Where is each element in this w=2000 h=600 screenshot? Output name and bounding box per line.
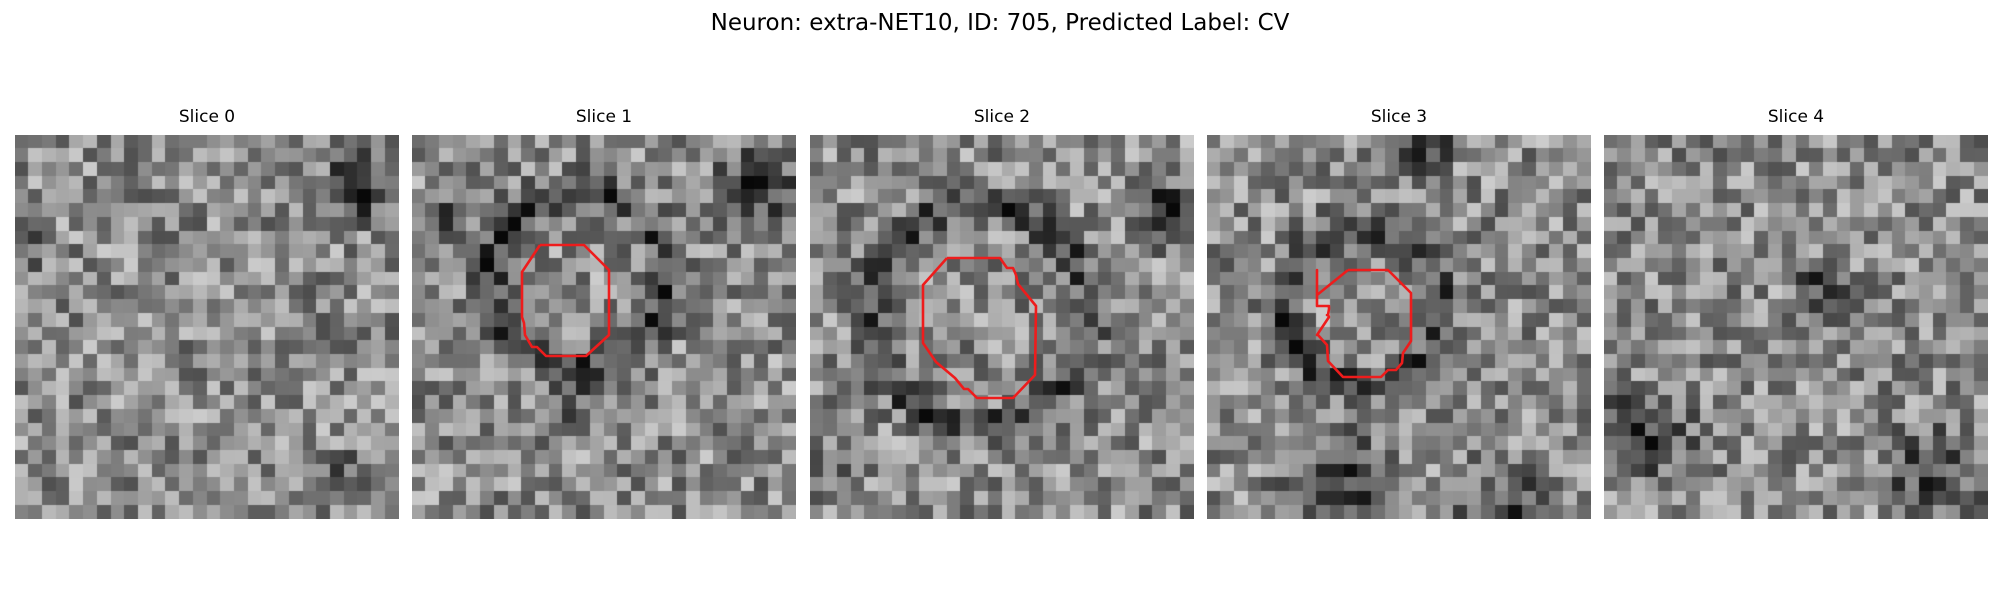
slice-title-2: Slice 2 [973, 107, 1031, 127]
slice-title-0: Slice 0 [178, 107, 236, 127]
slice-image-3 [1207, 135, 1591, 519]
slice-image-1 [412, 135, 796, 519]
contour-overlay-2 [921, 256, 1038, 400]
contour-overlay-3 [1315, 268, 1413, 379]
slice-image-0 [15, 135, 399, 519]
segmentation-contour-1 [520, 243, 611, 358]
contour-overlay-1 [520, 243, 611, 358]
segmentation-contour-3 [1315, 268, 1413, 379]
figure-title: Neuron: extra-NET10, ID: 705, Predicted … [710, 10, 1290, 36]
segmentation-contour-2 [921, 256, 1038, 400]
slice-image-2 [810, 135, 1194, 519]
slice-image-4 [1604, 135, 1988, 519]
slice-title-1: Slice 1 [575, 107, 633, 127]
slice-title-3: Slice 3 [1370, 107, 1428, 127]
slice-title-4: Slice 4 [1767, 107, 1825, 127]
